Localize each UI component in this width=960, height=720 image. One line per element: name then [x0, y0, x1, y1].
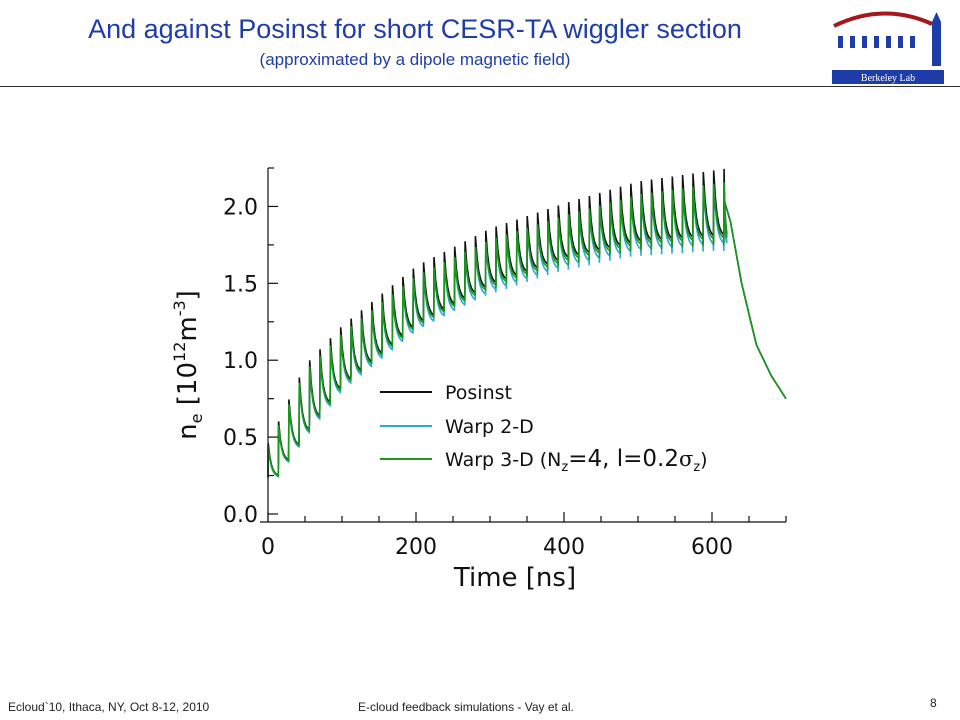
y-tick-label: 1.0 — [223, 349, 258, 374]
legend-label-posinst: Posinst — [445, 382, 512, 404]
logo-text: Berkeley Lab — [861, 73, 915, 84]
berkeley-lab-logo: Berkeley Lab — [832, 11, 944, 84]
axes — [260, 167, 787, 523]
y-tick-label: 0.5 — [223, 426, 258, 451]
plot-lines — [267, 168, 787, 479]
x-tick-label: 600 — [691, 535, 733, 560]
legend-warp3d-subz2: z — [693, 460, 700, 475]
y-axis-title-close: ] — [173, 290, 203, 300]
series-line-warp-3-d — [267, 182, 787, 478]
legend-warp3d-open: (N — [540, 449, 562, 471]
page-number: 8 — [930, 696, 937, 710]
tick-labels: 0 200 400 600 0.0 0.5 1.0 1.5 2.0 — [223, 195, 733, 560]
legend: Posinst Warp 2-D Warp 3-D (Nz=4, l=0.2σz… — [380, 382, 708, 475]
footer-conference: Ecloud`10, Ithaca, NY, Oct 8-12, 2010 — [8, 700, 210, 714]
y-axis-title-rest: [10 — [173, 362, 203, 414]
y-axis-title-unit-exp: -3 — [170, 300, 189, 316]
x-tick-label: 400 — [543, 535, 585, 560]
legend-warp3d-mid: =4, l=0.2 — [568, 446, 679, 472]
legend-warp3d-close: ) — [700, 449, 707, 471]
y-axis-title-unit: m — [173, 316, 203, 341]
y-axis-title: ne [1012m-3] — [170, 290, 206, 440]
slide-title: And against Posinst for short CESR-TA wi… — [88, 14, 742, 44]
x-tick-label: 0 — [261, 535, 275, 560]
electron-density-chart: 0 200 400 600 0.0 0.5 1.0 1.5 2.0 Time [ns] ne [… — [170, 167, 787, 593]
title-divider — [0, 86, 960, 87]
legend-label-warp2d: Warp 2-D — [445, 416, 534, 438]
legend-warp3d-subz: z — [561, 460, 568, 475]
y-tick-label: 1.5 — [223, 272, 258, 297]
x-tick-label: 200 — [395, 535, 437, 560]
legend-label-warp3d-name: Warp 3-D — [445, 449, 534, 471]
y-tick-label: 2.0 — [223, 195, 258, 220]
y-tick-label: 0.0 — [223, 503, 258, 528]
y-axis-title-n: n — [173, 423, 203, 439]
y-axis-title-exp: 12 — [170, 342, 189, 362]
legend-warp3d-sigma: σ — [679, 447, 693, 471]
slide-subtitle: (approximated by a dipole magnetic field… — [259, 50, 571, 69]
y-axis-title-sub: e — [187, 413, 206, 423]
legend-label-warp3d: Warp 3-D (Nz=4, l=0.2σz) — [445, 446, 708, 475]
footer-talk-title: E-cloud feedback simulations - Vay et al… — [358, 700, 574, 714]
x-axis-title: Time [ns] — [453, 563, 576, 593]
